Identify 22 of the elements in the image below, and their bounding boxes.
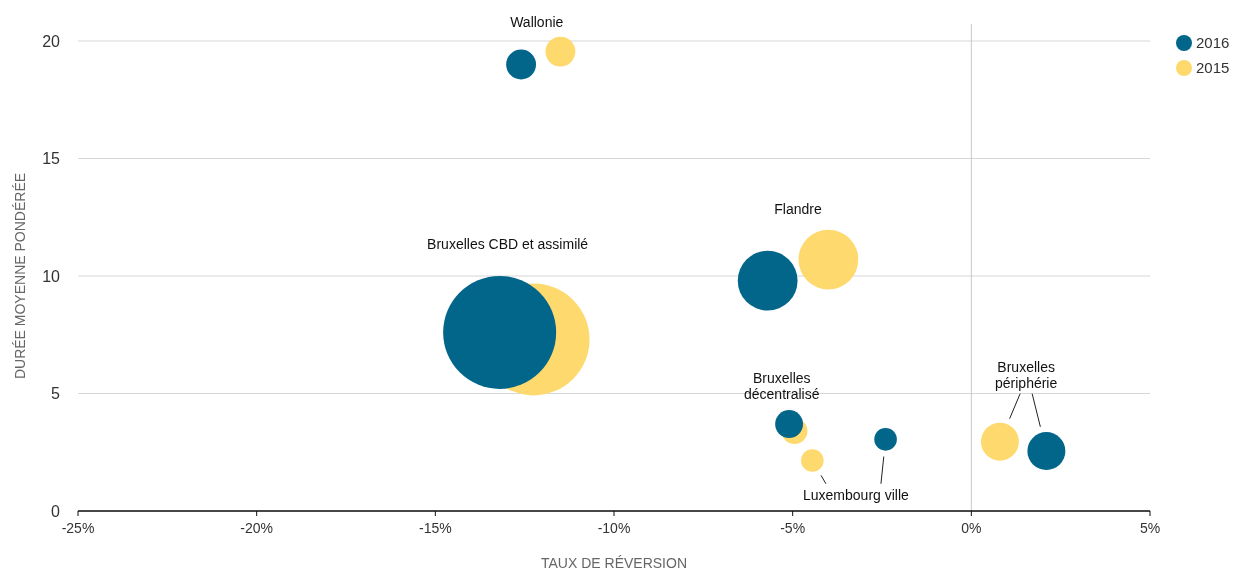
annotation: Luxembourg ville <box>803 486 910 503</box>
annotation: Bruxelles CBD et assimilé <box>427 235 589 252</box>
y-tick-label: 5 <box>51 385 61 403</box>
x-axis-title: TAUX DE RÉVERSION <box>541 555 687 571</box>
legend-label: 2015 <box>1196 59 1230 77</box>
legend-label: 2016 <box>1196 34 1230 52</box>
annotation: Flandre <box>774 200 822 217</box>
y-tick-label: 15 <box>42 150 61 168</box>
x-tick-label: -5% <box>780 520 806 536</box>
y-axis-title: DURÉE MOYENNE PONDÉRÉE <box>12 172 28 380</box>
annotation: Bruxelles périphérie <box>995 358 1058 391</box>
y-tick-label: 0 <box>51 502 61 520</box>
x-tick-label: -15% <box>418 520 452 536</box>
y-tick-label: 20 <box>42 32 61 50</box>
x-tick-label: 0% <box>961 520 982 536</box>
x-tick-label: -10% <box>597 520 631 536</box>
x-tick-label: 5% <box>1139 520 1161 536</box>
x-tick-label: -20% <box>240 520 274 536</box>
text: Wallonie <box>510 13 564 30</box>
x-tick-label: -25% <box>61 520 95 536</box>
y-tick-label: 10 <box>42 267 61 285</box>
annotation: Bruxelles décentralisé <box>744 370 820 403</box>
